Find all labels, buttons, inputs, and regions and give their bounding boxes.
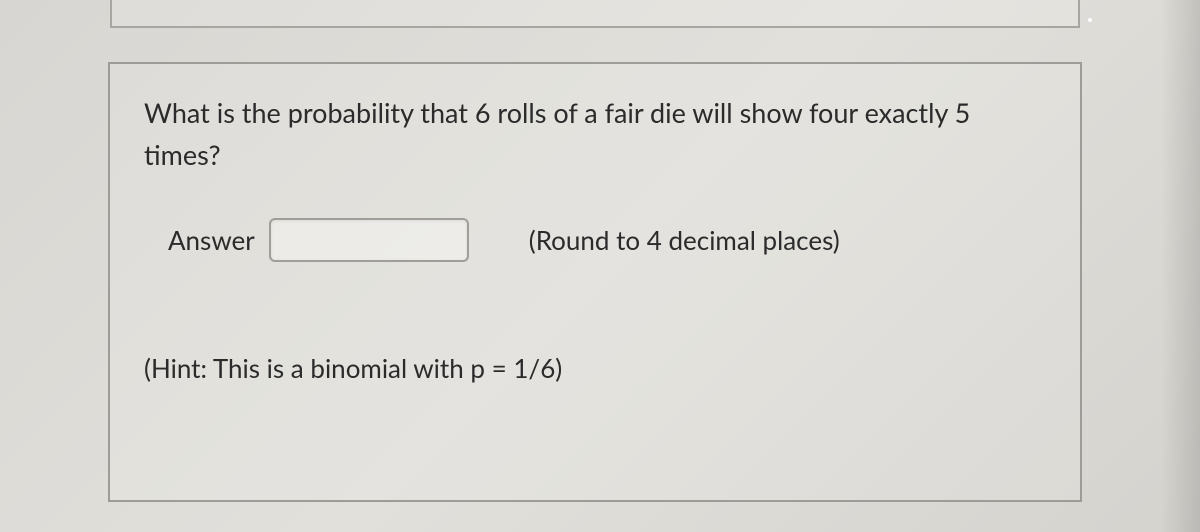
- artifact-dot: [1088, 18, 1092, 22]
- screen-edge-shadow: [1160, 0, 1200, 532]
- top-tab-frame: [110, 0, 1080, 28]
- answer-input[interactable]: [269, 218, 469, 262]
- question-card: What is the probability that 6 rolls of …: [108, 62, 1082, 502]
- question-text: What is the probability that 6 rolls of …: [144, 92, 1046, 176]
- answer-row: Answer (Round to 4 decimal places): [144, 218, 1046, 262]
- round-note: (Round to 4 decimal places): [529, 224, 840, 256]
- hint-text: (Hint: This is a binomial with p = 1/6): [144, 352, 1046, 384]
- answer-label: Answer: [168, 224, 255, 256]
